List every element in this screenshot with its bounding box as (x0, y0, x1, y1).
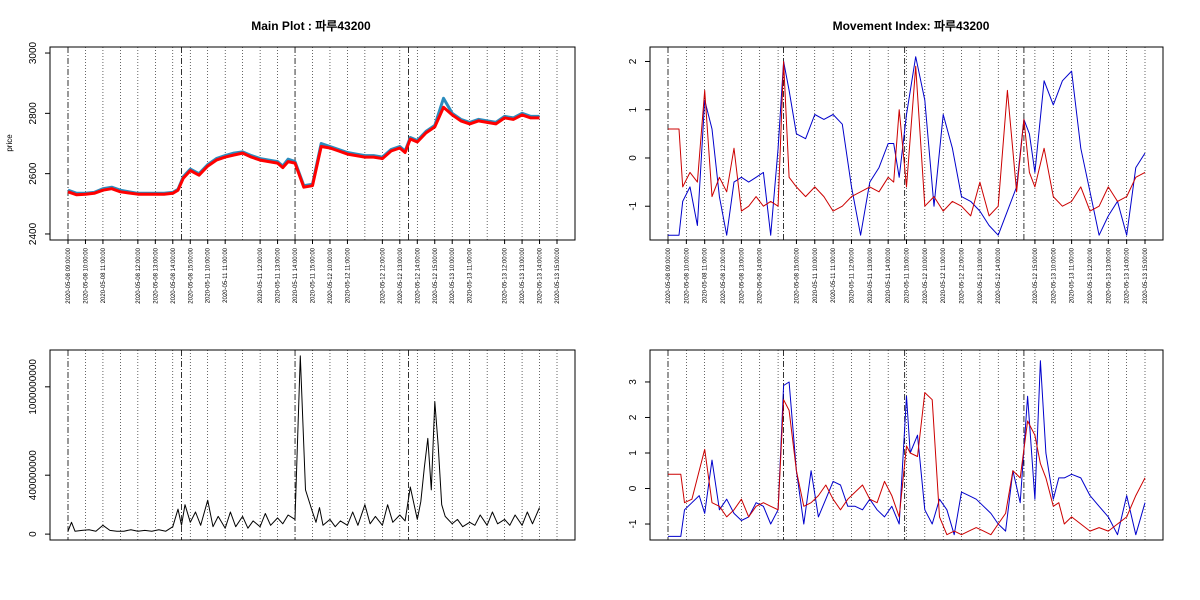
x-tick-label: 2020-05-13 12:00:00 (1088, 247, 1094, 303)
x-tick-label: 2020-05-11 12:00:00 (849, 247, 855, 303)
plot-frame (49, 349, 576, 541)
y-tick-label: 1 (628, 107, 639, 113)
movement-index-title: Movement Index: 파루43200 (833, 18, 990, 33)
x-tick-label: 2020-05-13 11:00:00 (468, 247, 474, 303)
x-tick-label: 2020-05-11 15:00:00 (905, 247, 911, 303)
x-tick-label: 2020-05-08 15:00:00 (188, 247, 194, 303)
x-tick-label: 2020-05-13 12:00:00 (503, 247, 509, 303)
x-tick-label: 2020-05-13 15:00:00 (1143, 247, 1149, 303)
x-tick-label: 2020-05-12 11:00:00 (941, 247, 947, 303)
x-tick-label: 2020-05-08 12:00:00 (721, 247, 727, 303)
x-tick-label: 2020-05-13 11:00:00 (1070, 247, 1076, 303)
main-plot-title: Main Plot : 파루43200 (251, 18, 371, 33)
y-tick-label: 2 (628, 414, 639, 420)
y-tick-label: 0 (628, 485, 639, 491)
x-tick-label: 2020-05-12 12:00:00 (380, 247, 386, 303)
x-tick-label: 2020-05-11 14:00:00 (293, 247, 299, 303)
x-tick-label: 2020-05-12 11:00:00 (345, 247, 351, 303)
x-tick-label: 2020-05-08 10:00:00 (684, 247, 690, 303)
y-tick-label: 0 (28, 531, 39, 537)
y-tick-label: 0 (628, 155, 639, 161)
x-tick-label: 2020-05-13 15:00:00 (555, 247, 561, 303)
x-tick-label: 2020-05-11 11:00:00 (223, 247, 229, 302)
y-tick-label: 2600 (28, 162, 39, 185)
movement-index-panel: -1 0 1 2 2020-05-08 09:00:00 2020-05-08 10:00… (628, 46, 1164, 304)
y-tick-label: 3 (628, 379, 639, 385)
x-tick-label: 2020-05-08 12:00:00 (136, 247, 142, 303)
y-tick-label: 400000000 (28, 450, 39, 500)
x-tick-label: 2020-05-08 14:00:00 (758, 247, 764, 303)
y-tick-label: -1 (628, 201, 639, 210)
series-line-1 (67, 355, 540, 532)
x-tick-label: 2020-05-08 10:00:00 (83, 247, 89, 303)
x-tick-label: 2020-05-12 13:00:00 (398, 247, 404, 303)
x-tick-label: 2020-05-08 13:00:00 (739, 247, 745, 303)
x-tick-label: 2020-05-08 11:00:00 (101, 247, 107, 303)
y-tick-label: 3000 (28, 41, 39, 64)
x-tick-label: 2020-05-12 13:00:00 (978, 247, 984, 303)
movement-index-2-panel: -1 0 1 2 3 (628, 349, 1164, 541)
x-tick-label: 2020-05-11 15:00:00 (311, 247, 317, 303)
series-line-1 (668, 56, 1146, 236)
x-tick-label: 2020-05-12 15:00:00 (1033, 247, 1039, 303)
x-tick-label: 2020-05-11 10:00:00 (813, 247, 819, 303)
y-tick-label: 2400 (28, 222, 39, 245)
series-line-2 (67, 105, 540, 197)
x-tick-label: 2020-05-13 14:00:00 (538, 247, 544, 303)
x-tick-label: 2020-05-13 10:00:00 (450, 247, 456, 303)
y-tick-label: 1000000000 (28, 359, 39, 415)
x-tick-label: 2020-05-11 11:00:00 (831, 247, 837, 302)
x-tick-label: 2020-05-08 14:00:00 (171, 247, 177, 303)
x-tick-label: 2020-05-11 12:00:00 (258, 247, 264, 303)
main-plot-y-label: price (5, 134, 14, 152)
x-tick-label: 2020-05-12 14:00:00 (415, 247, 421, 303)
main-plot-panel: 2400 2600 2800 3000 2020-05-08 09:00:00 2020-… (28, 41, 576, 304)
y-tick-label: 2 (628, 58, 639, 64)
y-tick-label: -1 (628, 519, 639, 528)
x-tick-label: 2020-05-12 15:00:00 (433, 247, 439, 303)
x-tick-label: 2020-05-12 12:00:00 (960, 247, 966, 303)
x-tick-label: 2020-05-11 14:00:00 (886, 247, 892, 303)
volume-panel: 0 400000000 1000000000 (28, 349, 576, 541)
x-tick-label: 2020-05-12 10:00:00 (923, 247, 929, 303)
plot-frame (649, 349, 1164, 541)
y-tick-label: 1 (628, 450, 639, 456)
x-tick-label: 2020-05-12 14:00:00 (996, 247, 1002, 303)
x-tick-label: 2020-05-08 13:00:00 (153, 247, 159, 303)
x-tick-label: 2020-05-12 10:00:00 (328, 247, 334, 303)
y-tick-label: 2800 (28, 102, 39, 125)
x-tick-label: 2020-05-11 10:00:00 (206, 247, 212, 303)
x-tick-label: 2020-05-08 15:00:00 (794, 247, 800, 303)
x-tick-label: 2020-05-11 13:00:00 (868, 247, 874, 303)
series-line-1 (668, 360, 1146, 537)
x-tick-label: 2020-05-08 09:00:00 (666, 247, 672, 303)
x-tick-label: 2020-05-08 09:00:00 (66, 247, 72, 303)
x-tick-label: 2020-05-08 11:00:00 (703, 247, 709, 303)
x-tick-label: 2020-05-13 13:00:00 (1106, 247, 1112, 303)
x-tick-label: 2020-05-13 13:00:00 (520, 247, 526, 303)
x-tick-label: 2020-05-13 14:00:00 (1125, 247, 1131, 303)
x-tick-label: 2020-05-11 13:00:00 (276, 247, 282, 303)
series-line-2 (668, 61, 1146, 217)
series-line-2 (668, 392, 1146, 536)
x-tick-label: 2020-05-13 10:00:00 (1051, 247, 1057, 303)
